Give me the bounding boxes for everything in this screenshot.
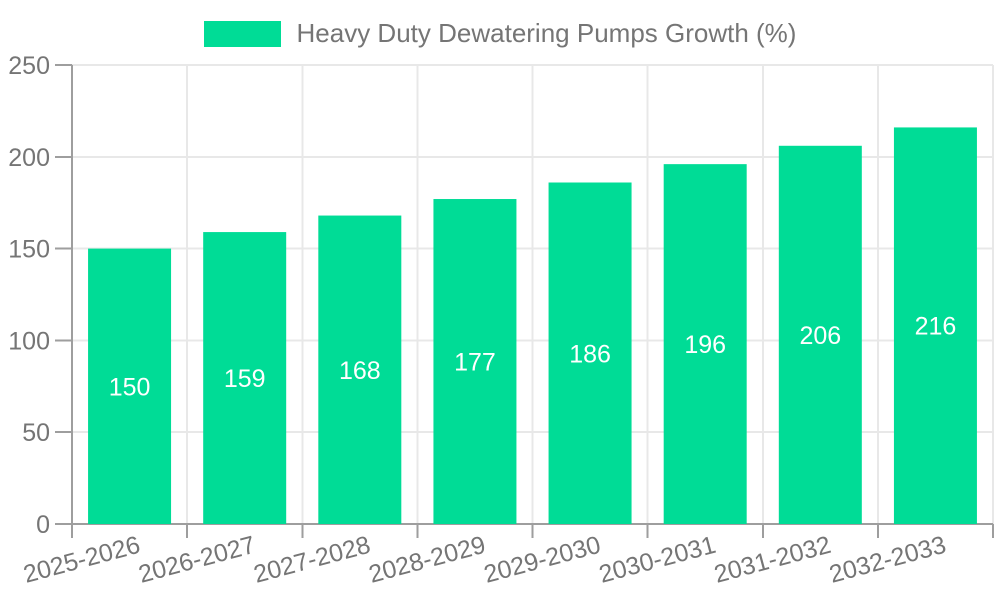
- bar: [433, 199, 517, 524]
- chart-legend[interactable]: Heavy Duty Dewatering Pumps Growth (%): [0, 18, 1000, 49]
- x-tick-label: 2032-2033: [826, 531, 949, 589]
- y-tick-label: 250: [8, 52, 50, 80]
- x-tick-label: 2031-2032: [711, 531, 834, 589]
- bar: [893, 127, 977, 524]
- y-tick-label: 150: [8, 236, 50, 264]
- bar: [778, 145, 862, 524]
- bar-value-label: 196: [684, 331, 726, 359]
- bar-value-label: 186: [569, 340, 611, 368]
- x-tick-label: 2029-2030: [481, 531, 604, 589]
- x-tick-label: 2028-2029: [366, 531, 489, 589]
- bar-value-label: 216: [915, 313, 957, 341]
- legend-swatch-icon: [203, 20, 281, 47]
- y-tick-label: 0: [36, 511, 50, 539]
- x-tick-label: 2026-2027: [136, 531, 259, 589]
- x-tick-label: 2030-2031: [596, 531, 719, 589]
- bar: [318, 215, 402, 524]
- legend-label: Heavy Duty Dewatering Pumps Growth (%): [296, 18, 797, 48]
- x-tick-label: 2027-2028: [251, 531, 374, 589]
- bar-value-label: 177: [454, 349, 496, 377]
- bar: [203, 232, 287, 525]
- bar-value-label: 168: [339, 357, 381, 385]
- y-tick-label: 200: [8, 144, 50, 172]
- bar: [548, 182, 632, 524]
- bar: [88, 248, 172, 524]
- bar-value-label: 206: [799, 322, 841, 350]
- y-tick-label: 50: [22, 419, 50, 447]
- bar-value-label: 150: [109, 373, 151, 401]
- bar-value-label: 159: [224, 365, 266, 393]
- bar: [663, 164, 747, 525]
- x-tick-label: 2025-2026: [20, 531, 143, 589]
- y-tick-label: 100: [8, 327, 50, 355]
